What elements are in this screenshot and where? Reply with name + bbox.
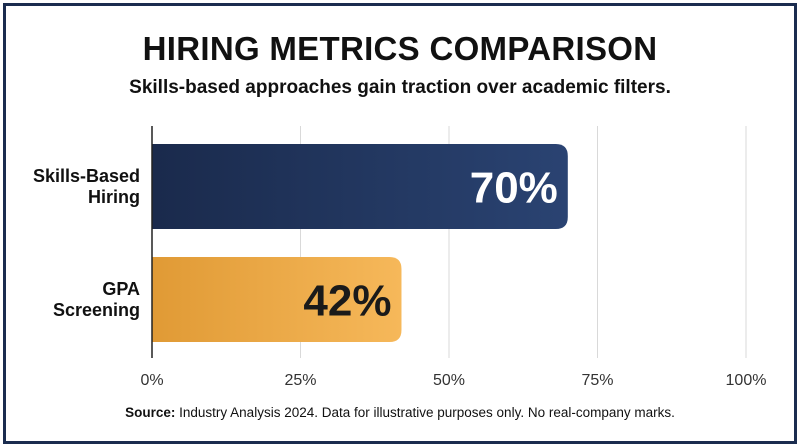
- bars: 70% Skills-Based Hiring 42% GPA Screening: [33, 144, 568, 342]
- source-label: Source:: [125, 405, 176, 420]
- bar: [152, 144, 568, 229]
- x-tick-label: 50%: [433, 372, 465, 389]
- source-footer: Source: Industry Analysis 2024. Data for…: [0, 405, 800, 420]
- x-tick-label: 100%: [726, 372, 767, 389]
- chart-subtitle: Skills-based approaches gain traction ov…: [129, 77, 671, 98]
- x-tick-label: 25%: [284, 372, 316, 389]
- category-label: GPA Screening: [53, 279, 140, 320]
- x-tick-label: 75%: [581, 372, 613, 389]
- data-label: 42%: [303, 277, 391, 326]
- category-label: Skills-Based Hiring: [33, 166, 140, 207]
- data-label: 70%: [470, 164, 558, 213]
- axis: 0% 25% 50% 75% 100%: [140, 126, 766, 389]
- source-text: Industry Analysis 2024. Data for illustr…: [175, 405, 675, 420]
- bar: [152, 257, 402, 342]
- x-tick-label: 0%: [140, 372, 163, 389]
- chart-title: HIRING METRICS COMPARISON: [142, 30, 658, 67]
